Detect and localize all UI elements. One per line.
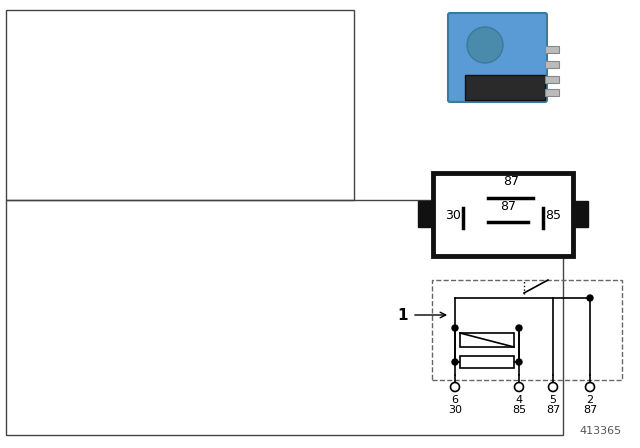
Text: 87: 87: [583, 405, 597, 415]
Bar: [545, 76, 559, 83]
Bar: [460, 356, 514, 368]
Circle shape: [467, 27, 503, 63]
Text: 4: 4: [515, 395, 523, 405]
Circle shape: [586, 383, 595, 392]
Text: 85: 85: [512, 405, 526, 415]
Text: 87: 87: [546, 405, 560, 415]
Bar: [545, 89, 559, 96]
Circle shape: [515, 383, 524, 392]
Text: 2: 2: [586, 395, 593, 405]
Bar: [545, 61, 559, 68]
FancyBboxPatch shape: [448, 13, 547, 102]
Bar: [460, 333, 514, 347]
Bar: [6, 200, 563, 435]
Text: 87: 87: [503, 175, 519, 188]
Bar: [573, 201, 588, 227]
Circle shape: [452, 325, 458, 331]
Bar: [433, 173, 573, 256]
Bar: [6, 10, 354, 200]
Text: 87: 87: [500, 200, 516, 213]
Bar: [545, 46, 559, 53]
Bar: [418, 201, 433, 227]
Circle shape: [516, 359, 522, 365]
Circle shape: [548, 383, 557, 392]
Bar: [432, 280, 622, 380]
Polygon shape: [465, 75, 545, 100]
Text: 413365: 413365: [580, 426, 622, 436]
Circle shape: [516, 325, 522, 331]
Text: 30: 30: [448, 405, 462, 415]
Text: 85: 85: [545, 208, 561, 221]
Circle shape: [452, 359, 458, 365]
Circle shape: [587, 295, 593, 301]
Text: 1: 1: [397, 307, 408, 323]
Text: 30: 30: [445, 208, 461, 221]
Text: 5: 5: [550, 395, 557, 405]
Circle shape: [451, 383, 460, 392]
Text: 6: 6: [451, 395, 458, 405]
